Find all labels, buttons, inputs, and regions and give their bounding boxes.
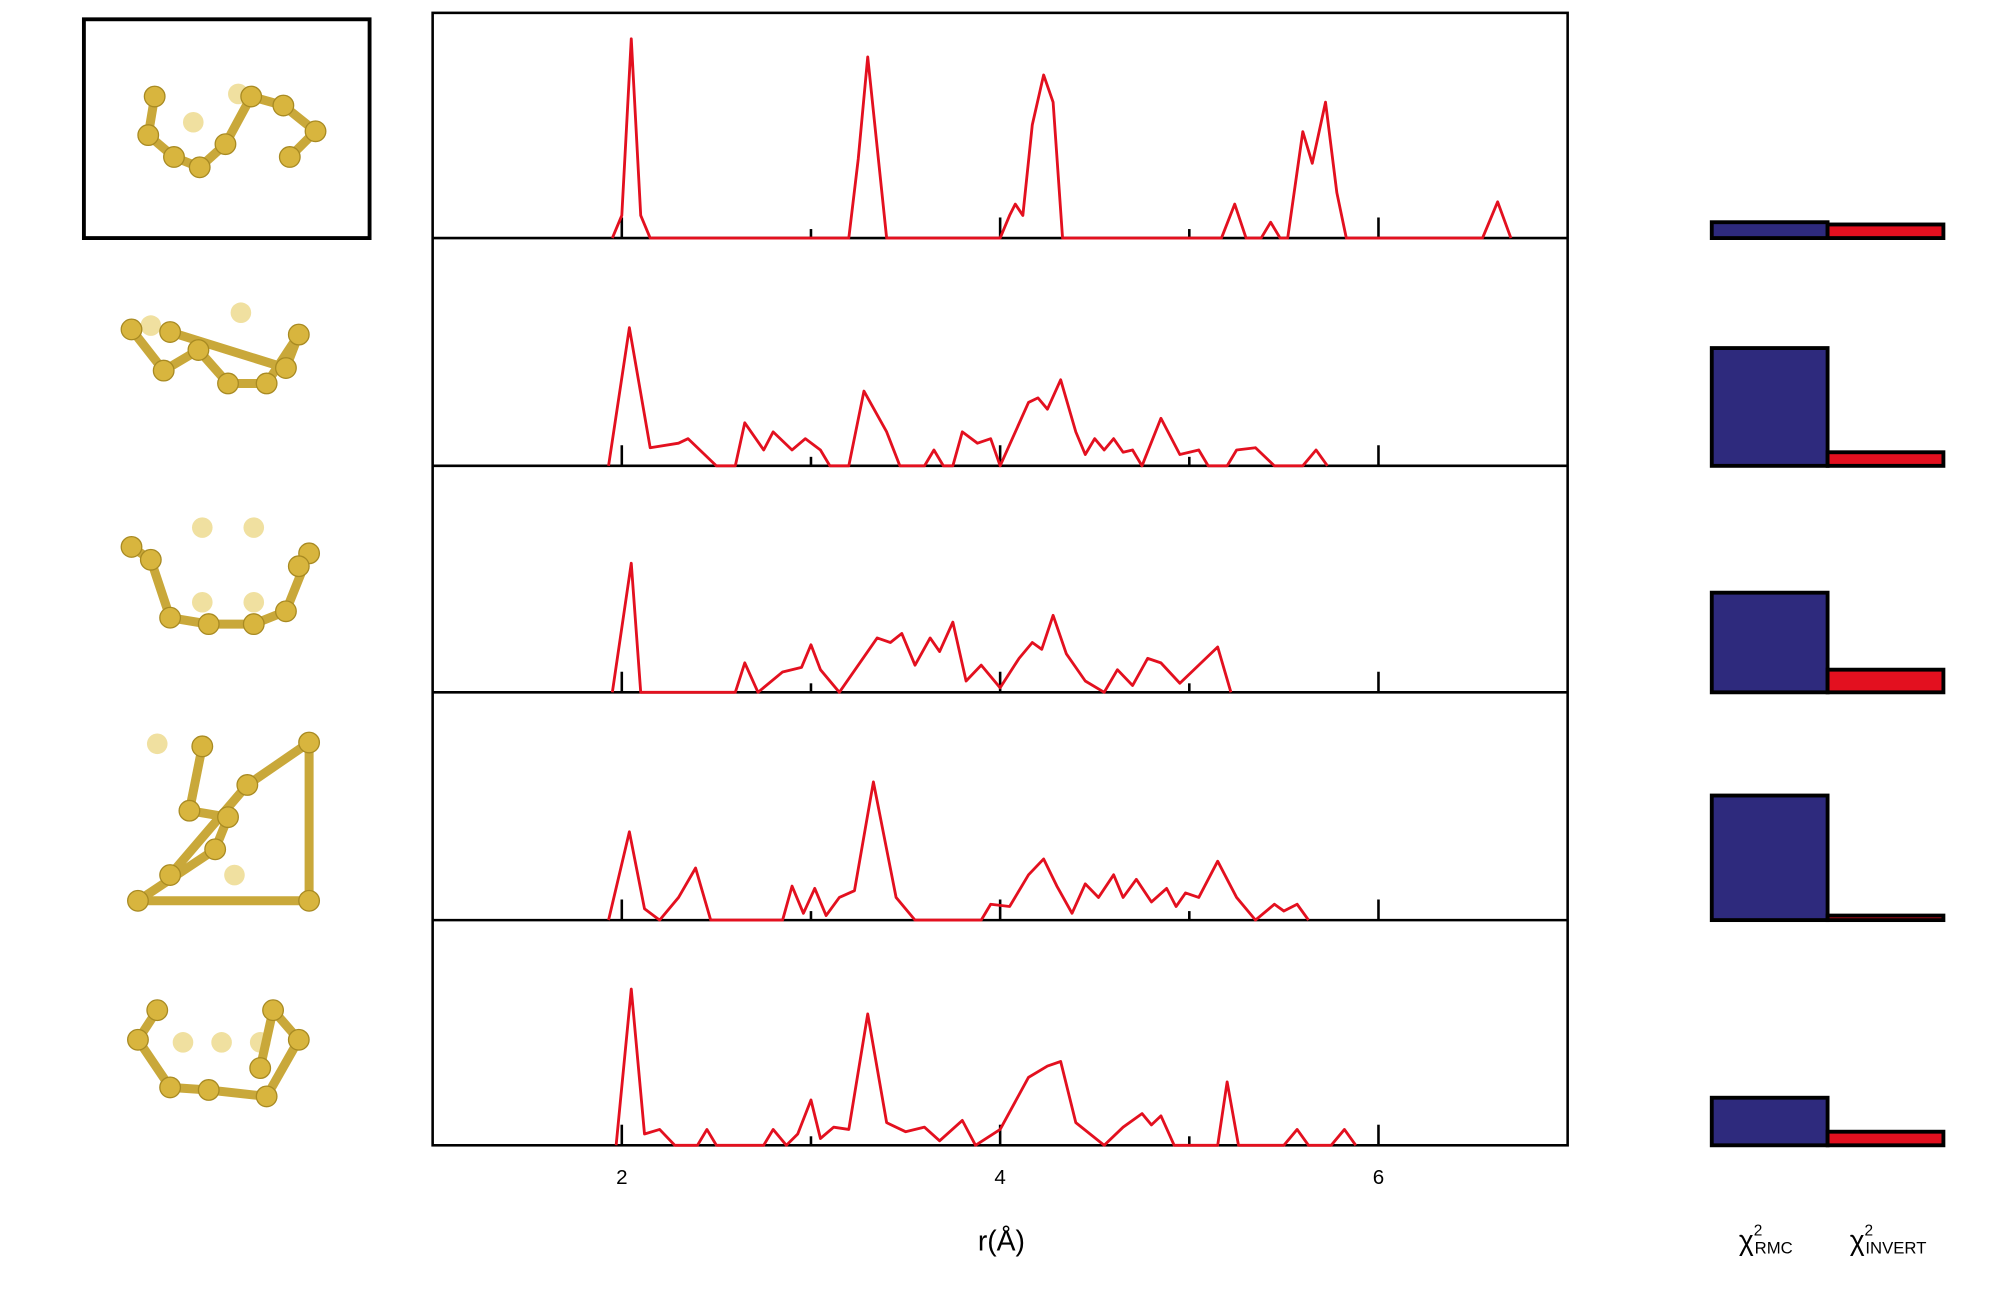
atom xyxy=(163,146,185,168)
pdf-line xyxy=(614,987,1357,1147)
atom xyxy=(287,555,310,578)
bar xyxy=(1709,590,1830,695)
atom xyxy=(178,799,201,822)
bar xyxy=(1709,346,1830,468)
legend-sub: INVERT xyxy=(1865,1239,1926,1258)
pdf-line xyxy=(607,326,1329,468)
atom xyxy=(278,146,301,168)
atom xyxy=(137,124,160,147)
atom-faded xyxy=(224,864,245,886)
atom-faded xyxy=(211,1032,232,1053)
atom-faded xyxy=(172,1032,194,1053)
atom xyxy=(217,806,239,829)
atom-faded xyxy=(243,517,265,538)
atom-faded xyxy=(230,302,252,323)
atom xyxy=(217,372,239,395)
x-tick-label: 6 xyxy=(1373,1166,1384,1189)
atom xyxy=(188,156,211,179)
x-tick-label: 4 xyxy=(994,1166,1005,1189)
bond xyxy=(168,327,288,373)
atom xyxy=(272,94,295,117)
atom xyxy=(197,1079,220,1101)
atom xyxy=(240,85,263,108)
atom xyxy=(127,1028,149,1051)
legend-label: χ2 INVERT xyxy=(1850,1223,1927,1258)
bar xyxy=(1825,1129,1946,1148)
atom xyxy=(274,600,297,623)
atom-faded xyxy=(182,111,204,133)
pdf-line xyxy=(610,561,1233,694)
atom xyxy=(191,735,214,758)
legend-symbol: χ xyxy=(1739,1225,1754,1257)
bar xyxy=(1709,793,1830,923)
atom xyxy=(159,1076,182,1099)
atom xyxy=(214,133,237,156)
atom xyxy=(159,321,182,343)
legend-label: χ2 RMC xyxy=(1739,1223,1793,1258)
atom-faded xyxy=(140,315,162,336)
atom-faded xyxy=(191,591,213,613)
atom xyxy=(146,999,169,1022)
atom xyxy=(152,359,175,382)
atom xyxy=(120,318,143,341)
atom xyxy=(287,1028,310,1051)
selection-box xyxy=(81,17,372,240)
atom xyxy=(120,535,143,558)
atom xyxy=(298,731,321,754)
atom xyxy=(204,838,227,861)
atom xyxy=(159,606,182,629)
bar xyxy=(1825,667,1946,695)
legend-sub: RMC xyxy=(1755,1239,1793,1258)
legend-sup: 2 xyxy=(1754,1223,1763,1240)
atom xyxy=(197,613,220,636)
atom xyxy=(249,1057,272,1080)
atom xyxy=(255,372,278,395)
bar xyxy=(1825,913,1946,923)
bar xyxy=(1825,222,1946,240)
x-axis-label: r(Å) xyxy=(978,1225,1025,1257)
atom xyxy=(236,774,259,796)
atom xyxy=(143,85,166,108)
atom-faded xyxy=(191,517,213,538)
atom xyxy=(298,889,321,912)
bond xyxy=(244,738,312,789)
atom xyxy=(127,889,149,912)
x-tick-label: 2 xyxy=(616,1166,627,1189)
bar xyxy=(1825,450,1946,468)
atom xyxy=(274,357,297,379)
atom xyxy=(159,864,182,886)
atom-faded xyxy=(146,733,168,755)
atom xyxy=(304,120,327,143)
pdf-line xyxy=(607,780,1310,922)
legend-sup: 2 xyxy=(1865,1223,1874,1240)
plot-frame xyxy=(431,11,1569,1147)
bar xyxy=(1709,1095,1830,1148)
atom xyxy=(255,1085,278,1108)
atom xyxy=(187,339,210,361)
legend-symbol: χ xyxy=(1850,1225,1865,1257)
atom xyxy=(139,548,162,571)
atom xyxy=(242,613,265,636)
atom xyxy=(262,999,285,1022)
atom xyxy=(287,323,310,346)
bar xyxy=(1709,220,1830,240)
molecule-images xyxy=(120,83,327,1108)
atom-faded xyxy=(243,591,265,613)
bond xyxy=(166,782,251,878)
pdf-line xyxy=(611,37,1513,240)
